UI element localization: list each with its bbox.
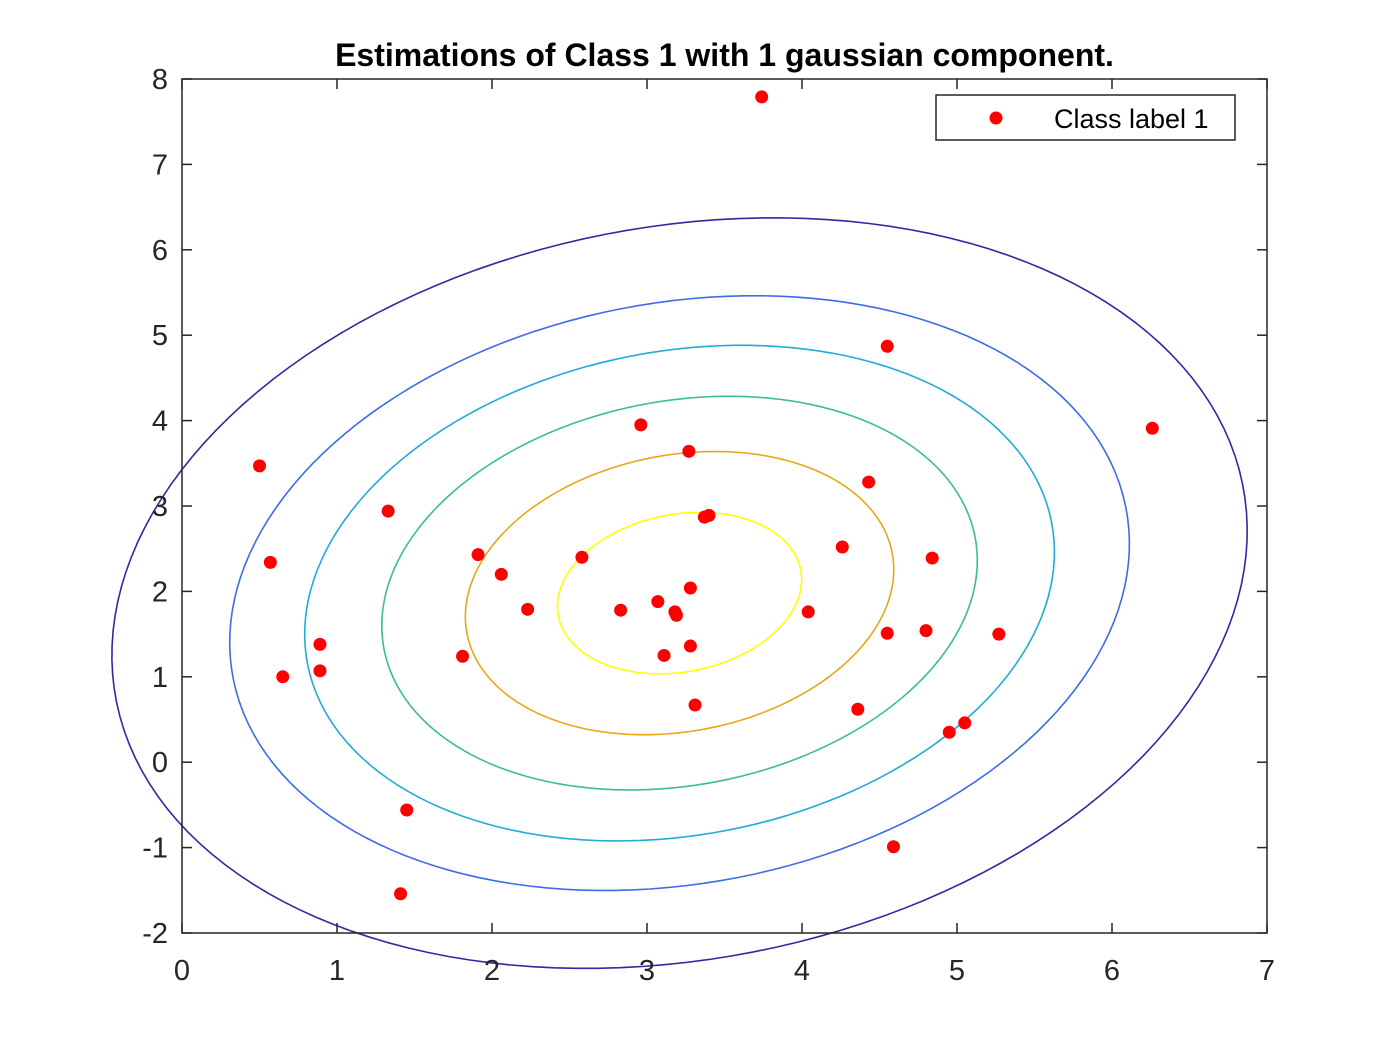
data-point-6 [253,459,266,473]
data-point-23 [801,605,815,619]
data-point-2 [880,339,894,353]
contour-line-2 [464,450,895,736]
data-point-25 [919,624,933,638]
y-tick-label: -2 [142,918,168,950]
data-point-12 [471,548,485,562]
y-tick-label: -1 [142,833,168,865]
y-tick-label: 3 [152,491,168,523]
x-tick-label: 2 [484,955,500,987]
data-point-1 [755,90,769,104]
y-tick-label: 8 [152,64,168,96]
data-point-39 [394,887,408,901]
legend: Class label 1 [935,94,1236,141]
data-point-35 [958,716,972,730]
data-point-7 [862,475,876,489]
data-point-16 [494,567,508,581]
x-tick-label: 7 [1259,955,1275,987]
data-point-29 [456,649,470,663]
data-point-33 [688,698,702,712]
data-point-36 [942,725,956,739]
y-tick-label: 7 [152,149,168,181]
data-point-4 [634,418,648,432]
legend-box [935,94,1236,141]
y-tick-label: 1 [152,662,168,694]
data-points [253,90,1159,901]
data-point-34 [851,702,865,716]
y-tick-label: 4 [152,406,168,438]
legend-marker [989,111,1003,125]
data-point-3 [1145,421,1159,435]
contour-line-6 [111,217,1248,970]
y-tick-label: 6 [152,235,168,267]
data-point-10 [702,508,716,522]
data-point-26 [992,627,1006,641]
data-point-19 [521,602,535,616]
data-point-15 [263,555,277,569]
contour-lines [111,217,1248,970]
data-point-31 [313,664,327,678]
data-point-22 [669,608,683,622]
y-tick-label: 5 [152,320,168,352]
contour-line-5 [228,294,1131,892]
data-point-8 [381,504,395,518]
x-tick-label: 0 [174,955,190,987]
data-point-37 [400,803,414,817]
data-point-13 [575,550,589,564]
data-point-18 [651,595,665,609]
contour-line-3 [381,395,979,791]
data-point-24 [880,626,894,640]
contour-line-1 [556,511,803,675]
data-point-14 [925,551,939,565]
data-point-17 [683,581,697,595]
data-point-38 [886,840,900,854]
data-point-11 [835,540,849,554]
data-point-27 [313,637,327,651]
data-point-32 [276,670,290,684]
x-tick-label: 3 [639,955,655,987]
chart-title: Estimations of Class 1 with 1 gaussian c… [335,37,1114,73]
data-point-28 [683,639,697,653]
plot-area [182,79,1267,933]
x-tick-label: 5 [949,955,965,987]
y-tick-label: 2 [152,576,168,608]
data-point-20 [614,603,628,617]
x-tick-label: 6 [1104,955,1120,987]
legend-label: Class label 1 [1054,104,1209,134]
axes: 0 1 2 3 4 5 6 7 -2 -1 0 1 2 3 4 5 6 7 8 [142,64,1275,987]
data-point-5 [682,444,696,458]
contour-line-4 [303,344,1056,842]
y-tick-label: 0 [152,747,168,779]
x-tick-label: 1 [329,955,345,987]
x-tick-label: 4 [794,955,810,987]
data-point-30 [657,648,671,662]
